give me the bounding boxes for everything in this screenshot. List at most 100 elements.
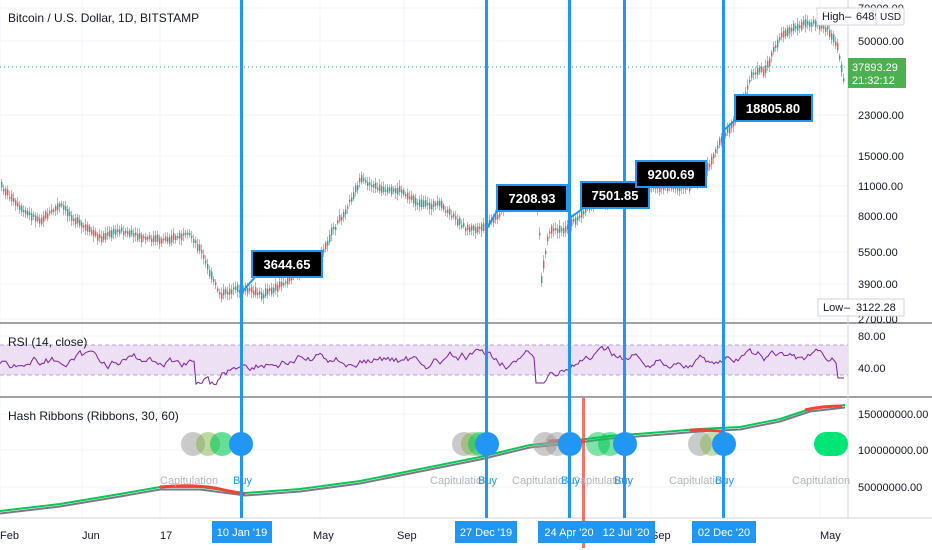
candle-body	[173, 233, 175, 240]
candle-body	[15, 200, 17, 206]
price-tick-23000: 23000.00	[858, 110, 904, 122]
date-badge-1[interactable]: 10 Jan '19	[212, 521, 272, 543]
candle-body	[393, 188, 395, 192]
candle-body	[813, 19, 815, 24]
price-callout-2[interactable]: 7208.93	[496, 184, 568, 212]
currency-badge[interactable]: USD	[875, 7, 905, 26]
candle-body	[715, 149, 717, 153]
candle-body	[433, 201, 435, 207]
candle-body	[271, 287, 273, 295]
candle-body	[711, 156, 713, 165]
candle-body	[541, 276, 543, 284]
candle-body	[771, 52, 773, 57]
candle-body	[379, 184, 381, 192]
high-dash: –	[845, 11, 852, 23]
candle-body	[547, 236, 549, 242]
candle-body	[797, 23, 799, 31]
time-axis[interactable]: Feb Jun 17 May Sep Sep May	[0, 530, 841, 542]
candle-body	[1, 182, 3, 188]
candle-body	[385, 189, 387, 192]
buy-line-3	[568, 0, 571, 518]
signal-bubbles-1	[181, 432, 253, 456]
candle-body	[835, 41, 837, 47]
candle-body	[351, 197, 353, 202]
candle-body	[65, 206, 67, 211]
date-badge-2[interactable]: 27 Dec '19	[455, 521, 517, 543]
price-callout-4[interactable]: 9200.69	[635, 160, 707, 188]
candle-body	[77, 217, 79, 224]
candle-body	[767, 60, 769, 67]
candle-body	[179, 232, 181, 239]
candle-body	[417, 202, 419, 205]
hash-ribbons-title: Hash Ribbons (Ribbons, 30, 60)	[8, 409, 179, 423]
candle-body	[199, 244, 201, 251]
candle-body	[263, 294, 265, 298]
candle-body	[219, 292, 221, 295]
candle-body	[563, 227, 565, 234]
candle-body	[115, 229, 117, 235]
candle-body	[95, 231, 97, 236]
date-badge-4[interactable]: 12 Jul '20	[597, 521, 655, 543]
candle-body	[753, 72, 755, 75]
candle-body	[369, 182, 371, 186]
red-marker-line	[582, 398, 585, 548]
candle-body	[333, 226, 335, 230]
candle-body	[5, 188, 7, 196]
price-callout-5[interactable]: 18805.80	[734, 94, 813, 122]
candle-body	[353, 192, 355, 199]
candle-body	[213, 278, 215, 282]
high-price-label[interactable]: High – 6489	[816, 7, 880, 26]
low-value: 3122.28	[856, 302, 896, 314]
candle-body	[375, 182, 377, 189]
candle-body	[549, 231, 551, 234]
candle-body	[135, 232, 137, 236]
candle-body	[93, 230, 95, 237]
candle-body	[131, 230, 133, 235]
currency-text: USD	[880, 12, 901, 23]
candle-body	[559, 225, 561, 233]
hash-ribbon-slow[interactable]	[0, 406, 846, 515]
candle-body	[825, 27, 827, 32]
candle-body	[827, 25, 829, 30]
date-badge-5[interactable]: 02 Dec '20	[692, 521, 756, 543]
candle-body	[727, 127, 729, 133]
low-dash: –	[844, 302, 851, 314]
candle-body	[201, 249, 203, 254]
candle-body	[79, 219, 81, 226]
candle-body	[383, 186, 385, 192]
candle-body	[455, 216, 457, 220]
candle-body	[195, 240, 197, 244]
candle-body	[425, 199, 427, 207]
price-callout-1[interactable]: 3644.65	[251, 250, 323, 278]
candle-body	[773, 46, 775, 52]
candle-body	[571, 218, 573, 227]
candle-body	[583, 211, 585, 215]
buy-signal-lines[interactable]	[240, 0, 725, 518]
candle-body	[25, 210, 27, 215]
candle-body	[71, 215, 73, 221]
signal-label-capitulation-2: Capitulation	[430, 475, 488, 487]
price-tick-2700: 2700.00	[858, 314, 898, 326]
candle-body	[789, 27, 791, 34]
candle-body	[403, 189, 405, 195]
low-price-label[interactable]: Low – 3122.28	[817, 298, 905, 317]
candle-body	[3, 189, 5, 192]
candle-body	[19, 205, 21, 211]
candle-body	[269, 288, 271, 292]
candle-body	[331, 227, 333, 236]
candle-body	[429, 202, 431, 209]
candle-body	[239, 290, 241, 293]
candle-body	[193, 239, 195, 243]
candle-body	[555, 228, 557, 231]
last-price-tag[interactable]: 37893.29 21:32:12	[848, 58, 906, 88]
candle-body	[409, 196, 411, 200]
callout-value-4: 9200.69	[648, 167, 695, 182]
candle-body	[843, 78, 845, 82]
date-badge-3[interactable]: 24 Apr '20	[538, 521, 600, 543]
candle-body	[793, 23, 795, 32]
rsi-line[interactable]	[0, 345, 844, 386]
candle-body	[253, 290, 255, 296]
candle-body	[31, 213, 33, 221]
